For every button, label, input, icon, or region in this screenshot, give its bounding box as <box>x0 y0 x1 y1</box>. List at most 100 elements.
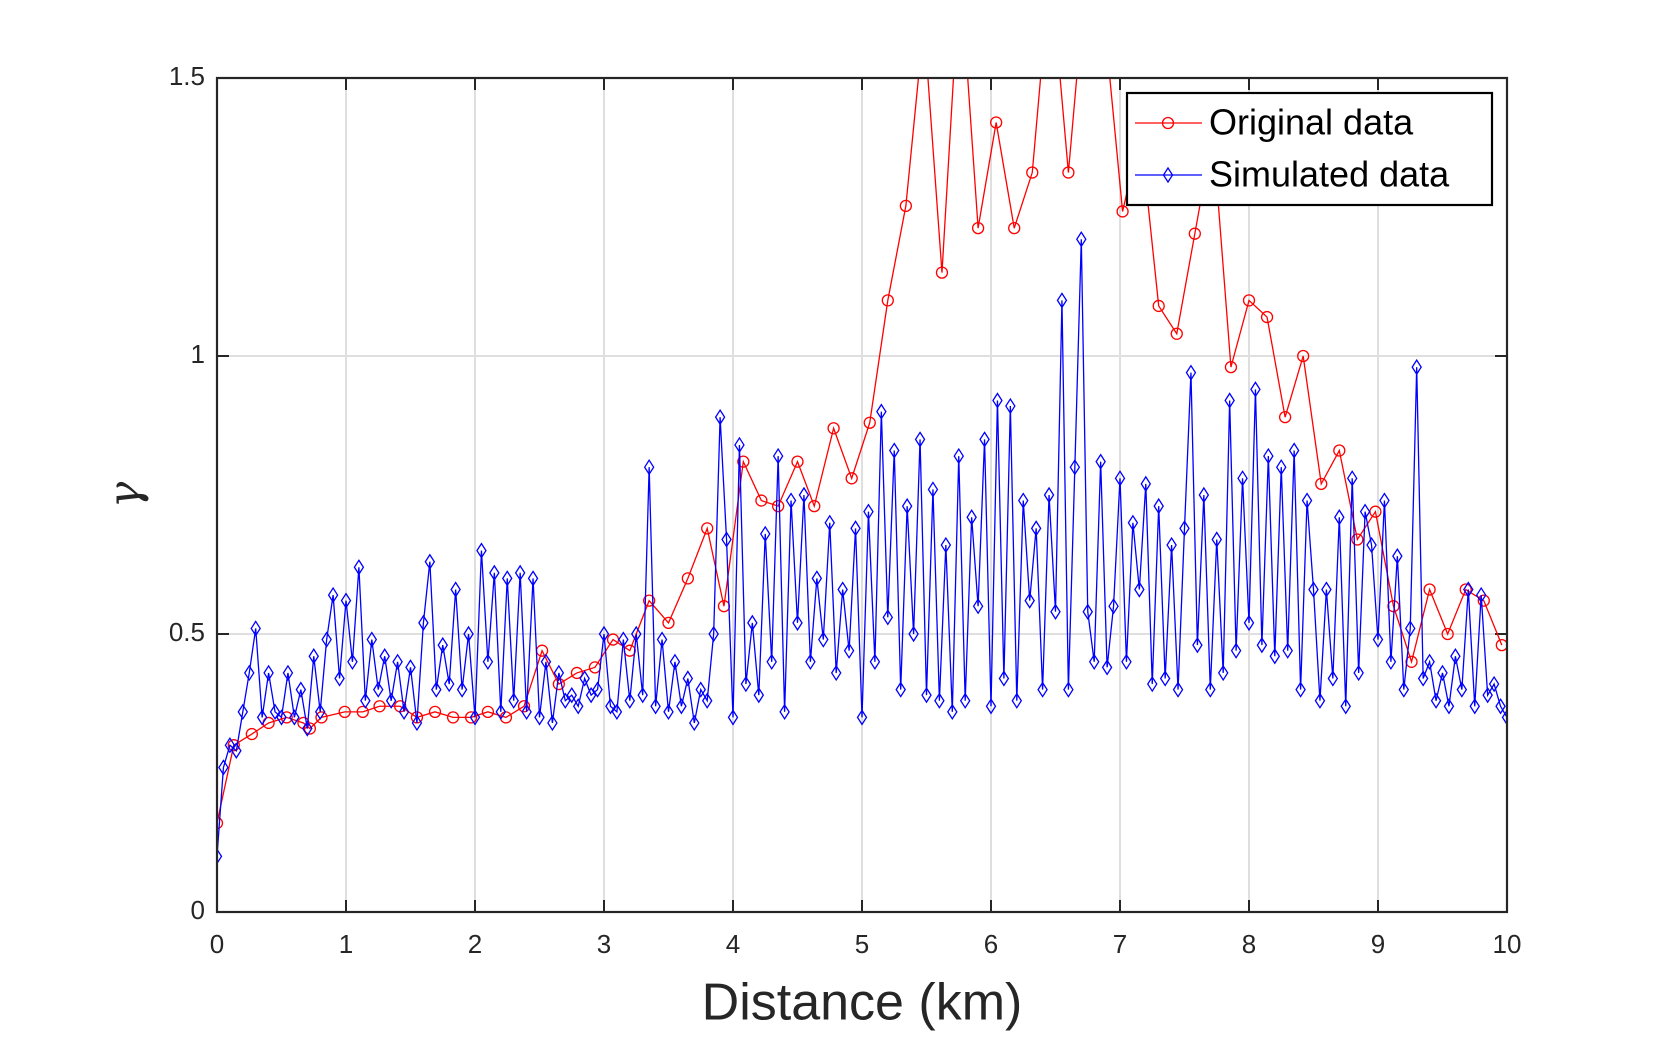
circle-marker <box>1297 349 1310 363</box>
circle-marker <box>827 422 840 435</box>
diamond-marker <box>308 648 320 665</box>
diamond-marker <box>1017 492 1029 509</box>
diamond-marker <box>972 597 984 615</box>
diamond-marker <box>689 714 700 732</box>
diamond-marker <box>1437 664 1448 682</box>
diamond-marker <box>1005 397 1016 415</box>
diamond-marker <box>276 709 287 726</box>
circle-marker <box>227 739 240 752</box>
circle-marker <box>464 711 478 724</box>
diamond-marker <box>1127 514 1139 532</box>
diamond-marker <box>934 692 945 709</box>
circle-marker <box>1116 205 1129 218</box>
diamond-marker <box>372 681 384 698</box>
diamond-marker <box>379 648 390 665</box>
diamond-marker <box>527 570 539 587</box>
diamond-marker <box>560 692 571 709</box>
diamond-marker <box>269 703 281 721</box>
diamond-marker <box>701 692 713 709</box>
diamond-marker <box>1288 442 1300 459</box>
circle-marker <box>808 499 821 513</box>
circle-marker <box>552 677 565 691</box>
diamond-marker <box>1166 536 1177 554</box>
diamond-marker <box>1076 231 1087 248</box>
diamond-marker <box>824 514 836 532</box>
x-tick-label: 4 <box>726 929 740 959</box>
y-axis-label: γ <box>100 481 151 508</box>
diamond-marker <box>1334 509 1345 526</box>
diamond-marker <box>250 620 261 637</box>
diamond-marker <box>353 559 365 576</box>
diamond-marker <box>1230 642 1242 659</box>
diamond-marker <box>456 681 468 698</box>
diamond-marker <box>805 653 816 671</box>
diamond-marker <box>772 447 784 465</box>
circle-marker <box>1062 166 1075 179</box>
diamond-marker <box>766 653 777 671</box>
axes-box <box>215 76 1509 914</box>
diamond-marker <box>598 625 610 643</box>
diamond-marker <box>1340 698 1352 715</box>
circle-marker <box>245 727 258 741</box>
diamond-marker <box>1314 692 1326 709</box>
circle-marker <box>643 594 656 607</box>
diamond-marker <box>263 664 274 682</box>
diamond-marker <box>1043 486 1055 504</box>
diamond-marker <box>708 625 719 643</box>
diamond-marker <box>540 653 552 671</box>
diamond-marker <box>327 586 339 604</box>
diamond-marker <box>966 509 977 526</box>
diamond-marker <box>798 486 810 504</box>
diamond-marker <box>1224 392 1235 409</box>
diamond-marker <box>1379 492 1390 509</box>
diamond-marker <box>792 614 803 632</box>
diamond-marker <box>295 681 307 698</box>
diamond-marker <box>585 686 597 704</box>
diamond-marker <box>437 636 449 654</box>
diamond-marker <box>714 408 726 426</box>
x-tick-label: 6 <box>984 929 998 959</box>
diamond-marker <box>1146 675 1158 693</box>
diamond-marker <box>495 703 507 721</box>
diamond-marker <box>843 642 855 659</box>
circle-marker <box>570 666 584 680</box>
diamond-marker <box>282 664 294 682</box>
diamond-marker <box>785 492 797 509</box>
x-tick-label: 0 <box>210 929 224 959</box>
diamond-marker <box>837 581 848 598</box>
diamond-marker <box>501 570 513 587</box>
diamond-marker <box>927 481 939 498</box>
diamond-marker <box>1411 358 1422 376</box>
diamond-marker <box>863 503 874 520</box>
circle-marker <box>935 266 949 279</box>
diamond-marker <box>695 681 707 698</box>
diamond-marker <box>366 631 378 648</box>
diamond-marker <box>947 703 958 721</box>
diamond-marker <box>321 631 332 648</box>
diamond-marker <box>217 848 223 865</box>
diamond-marker <box>914 431 926 448</box>
diamond-marker <box>482 653 494 671</box>
diamond-marker <box>1417 670 1429 687</box>
diamond-marker <box>302 720 313 737</box>
diamond-marker <box>1359 503 1371 520</box>
diamond-marker <box>405 659 416 676</box>
diamond-marker <box>489 564 500 582</box>
diamond-marker <box>985 698 997 715</box>
diamond-marker <box>1108 597 1119 615</box>
circle-marker <box>373 700 386 713</box>
diamond-marker <box>1327 670 1339 687</box>
circle-marker <box>1405 655 1418 668</box>
circle-marker <box>1026 166 1039 179</box>
diamond-marker <box>1011 692 1023 709</box>
diamond-marker <box>534 709 545 726</box>
diamond-marker <box>721 531 732 548</box>
diamond-marker <box>759 525 771 543</box>
diamond-marker <box>1353 664 1364 682</box>
circle-marker <box>338 705 351 718</box>
diamond-marker <box>1088 653 1100 671</box>
diamond-marker <box>876 403 887 420</box>
circle-marker <box>1459 583 1472 596</box>
diamond-marker <box>1179 520 1190 537</box>
circle-marker <box>1224 360 1238 374</box>
